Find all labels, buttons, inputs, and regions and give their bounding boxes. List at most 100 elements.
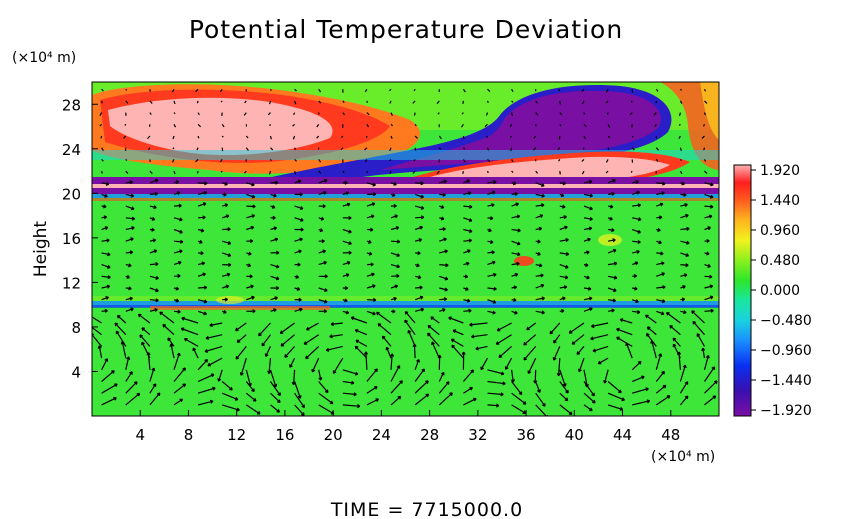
wind-vector: [487, 310, 496, 314]
wind-vector-head: [692, 320, 697, 325]
wind-vector-head: [553, 340, 557, 344]
wind-vector-head: [344, 285, 349, 291]
wind-vector-head: [691, 310, 695, 314]
wind-vector: [390, 226, 399, 231]
wind-vector: [149, 392, 161, 406]
wind-vector-head: [613, 275, 618, 280]
y-axis-label: Height: [31, 221, 51, 278]
wind-vector-head: [564, 225, 568, 230]
wind-vector: [672, 337, 681, 347]
wind-vector: [366, 386, 378, 394]
wind-vector: [364, 88, 368, 93]
wind-vector-head: [156, 392, 161, 397]
wind-vector: [303, 334, 320, 345]
x-tick-label: 40: [565, 426, 584, 444]
wind-vector: [605, 159, 609, 163]
wind-vector-head: [114, 322, 119, 327]
wind-vector: [318, 191, 327, 195]
wind-vector: [511, 100, 514, 103]
wind-vector-head: [571, 341, 576, 345]
wind-vector: [511, 240, 521, 245]
wind-vector-head: [322, 204, 326, 209]
wind-vector-head: [141, 327, 146, 331]
wind-vector: [487, 299, 496, 304]
wind-vector: [355, 339, 368, 347]
wind-vector-head: [385, 346, 390, 351]
wind-vector-head: [207, 362, 211, 367]
wind-vector-head: [223, 192, 227, 197]
wind-vector-head: [682, 285, 686, 289]
wind-vector: [679, 364, 686, 382]
wind-vector-head: [329, 400, 334, 405]
wind-vector-head: [706, 251, 710, 256]
wind-vector-head: [562, 204, 566, 209]
wind-vector: [463, 228, 473, 233]
wind-vector-head: [321, 239, 325, 244]
wind-vector: [377, 323, 392, 336]
wind-vector: [366, 215, 375, 219]
wind-vector-head: [153, 249, 158, 254]
wind-vector: [92, 316, 102, 324]
wind-vector-head: [444, 249, 448, 254]
wind-vector-head: [295, 274, 300, 279]
wind-vector: [221, 392, 239, 401]
wind-vector-head: [324, 274, 328, 279]
wind-vector-head: [661, 272, 665, 277]
wind-vector: [197, 191, 207, 195]
wind-vector: [138, 313, 151, 324]
wind-vector: [656, 192, 665, 195]
wind-vector: [463, 192, 472, 195]
wind-vector: [486, 147, 490, 151]
wind-vector: [197, 387, 216, 394]
wind-vector-head: [154, 178, 159, 183]
wind-vector-head: [151, 367, 156, 372]
wind-vector: [631, 376, 645, 383]
wind-vector-head: [686, 240, 690, 245]
wind-vector: [141, 327, 151, 336]
wind-vector: [415, 182, 424, 184]
wind-vector-head: [540, 283, 545, 288]
wind-vector-head: [538, 263, 543, 268]
wind-vector: [101, 239, 110, 242]
wind-vector: [448, 317, 464, 324]
wind-vector-head: [106, 264, 111, 269]
wind-vector: [692, 321, 705, 336]
wind-vector-head: [203, 311, 207, 316]
wind-vector: [196, 100, 199, 104]
wind-vector: [655, 88, 659, 92]
wind-vector-head: [354, 345, 359, 350]
wind-vector: [415, 286, 423, 289]
wind-vector: [390, 112, 393, 117]
wind-vector: [404, 319, 416, 336]
wind-vector-head: [445, 263, 449, 268]
wind-vector-head: [491, 203, 495, 208]
wind-vector: [559, 123, 562, 127]
wind-vector: [92, 333, 103, 347]
wind-vector: [607, 179, 616, 184]
wind-vector: [679, 395, 689, 406]
wind-vector: [487, 287, 497, 290]
wind-vector: [679, 88, 683, 91]
wind-vector-head: [204, 348, 209, 353]
wind-vector-head: [495, 341, 500, 345]
wind-vector-head: [370, 262, 374, 267]
wind-vector-head: [324, 288, 328, 292]
wind-vector: [630, 100, 633, 103]
wind-vector: [173, 383, 186, 394]
wind-vector-head: [273, 383, 278, 388]
x-tick-label: 8: [184, 426, 194, 444]
colorbar-tick-label: 0.960: [760, 223, 800, 239]
wind-vector-head: [578, 368, 582, 373]
wind-vector-head: [130, 237, 134, 242]
wind-vector-head: [518, 391, 523, 396]
wind-vector: [616, 336, 633, 347]
wind-vector-head: [493, 272, 497, 277]
wind-vector-head: [709, 284, 714, 289]
wind-vector: [704, 170, 708, 174]
wind-vector: [679, 100, 683, 104]
wind-vector-head: [516, 241, 521, 246]
wind-vector-head: [444, 276, 449, 281]
wind-vector-head: [346, 202, 351, 207]
wind-vector: [559, 112, 563, 116]
wind-vector-head: [155, 261, 159, 267]
